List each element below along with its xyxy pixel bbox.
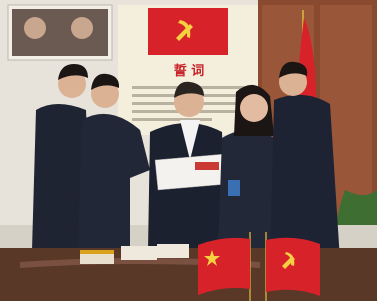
book — [121, 246, 157, 260]
national-flag — [198, 238, 250, 295]
portrait-face — [71, 17, 93, 39]
page: 誓 词 (() => { const data = JSON.parse(doc… — [0, 0, 377, 301]
book-cover — [80, 250, 114, 254]
poster-title: 誓 词 — [174, 63, 205, 79]
person-face — [240, 94, 268, 122]
newspaper — [155, 154, 228, 190]
person-suit — [270, 95, 340, 260]
text-line — [132, 118, 212, 121]
photo: 誓 词 — [0, 0, 377, 301]
party-table-flag — [266, 238, 320, 296]
badge — [228, 180, 240, 196]
portrait-face — [24, 17, 46, 39]
book — [157, 244, 189, 258]
newspaper-masthead — [195, 162, 219, 170]
